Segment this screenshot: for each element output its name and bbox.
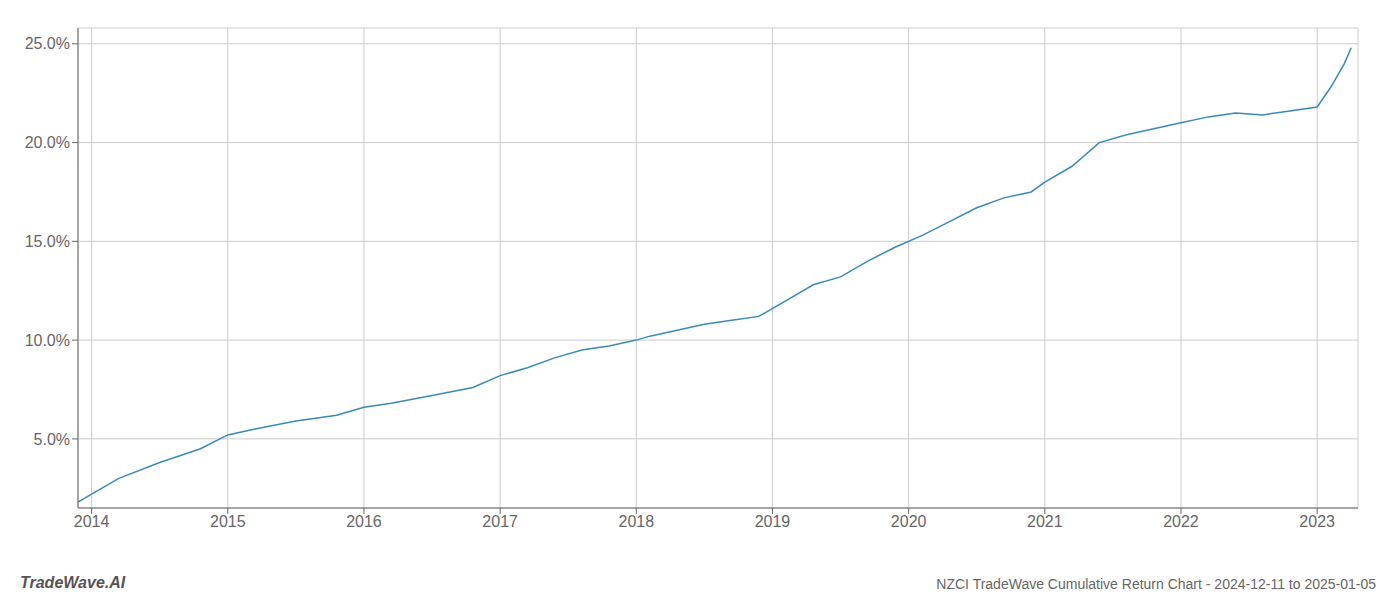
svg-text:20.0%: 20.0% [25, 134, 70, 151]
svg-text:2021: 2021 [1027, 513, 1063, 530]
svg-text:2018: 2018 [619, 513, 655, 530]
svg-text:2014: 2014 [74, 513, 110, 530]
svg-text:2017: 2017 [482, 513, 518, 530]
svg-text:2022: 2022 [1163, 513, 1199, 530]
svg-text:25.0%: 25.0% [25, 35, 70, 52]
svg-text:2015: 2015 [210, 513, 246, 530]
html-text:TradeWave.AI: TradeWave.AI [20, 574, 126, 591]
svg-text:2020: 2020 [891, 513, 927, 530]
svg-text:10.0%: 10.0% [25, 332, 70, 349]
svg-text:15.0%: 15.0% [25, 233, 70, 250]
html-text:NZCI TradeWave Cumulative Retu: NZCI TradeWave Cumulative Return Chart -… [936, 576, 1376, 592]
svg-text:5.0%: 5.0% [34, 431, 70, 448]
svg-text:2016: 2016 [346, 513, 382, 530]
svg-text:2023: 2023 [1299, 513, 1335, 530]
svg-text:2019: 2019 [755, 513, 791, 530]
